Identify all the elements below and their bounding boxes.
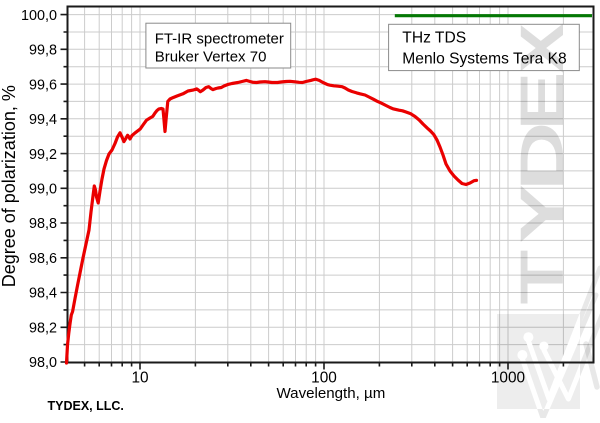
svg-text:D: D (509, 122, 577, 192)
svg-text:99,8: 99,8 (29, 43, 57, 59)
svg-text:Wavelength, µm: Wavelength, µm (276, 385, 385, 402)
svg-text:1000: 1000 (491, 370, 525, 387)
svg-text:98,0: 98,0 (29, 355, 57, 371)
svg-text:THz TDS: THz TDS (402, 30, 466, 47)
svg-text:99,0: 99,0 (29, 182, 57, 198)
svg-text:98,2: 98,2 (29, 321, 57, 337)
svg-text:100,0: 100,0 (21, 8, 57, 24)
svg-text:99,6: 99,6 (29, 77, 57, 93)
svg-text:98,4: 98,4 (29, 286, 57, 302)
svg-text:Y: Y (509, 184, 577, 243)
svg-text:Bruker Vertex 70: Bruker Vertex 70 (155, 48, 267, 65)
svg-text:Menlo Systems Tera K8: Menlo Systems Tera K8 (402, 50, 566, 67)
svg-text:T: T (509, 250, 577, 305)
svg-text:TYDEX, LLC.: TYDEX, LLC. (48, 399, 124, 413)
svg-text:Degree of polarization, %: Degree of polarization, % (0, 85, 19, 287)
svg-text:98,6: 98,6 (29, 251, 57, 267)
svg-text:FT-IR spectrometer: FT-IR spectrometer (155, 31, 284, 48)
svg-text:100: 100 (311, 370, 337, 387)
svg-text:98,8: 98,8 (29, 216, 57, 232)
svg-text:E: E (509, 72, 577, 131)
svg-text:99,4: 99,4 (29, 112, 57, 128)
svg-text:99,2: 99,2 (29, 147, 57, 163)
svg-text:10: 10 (131, 370, 148, 387)
svg-text:X: X (508, 23, 576, 74)
